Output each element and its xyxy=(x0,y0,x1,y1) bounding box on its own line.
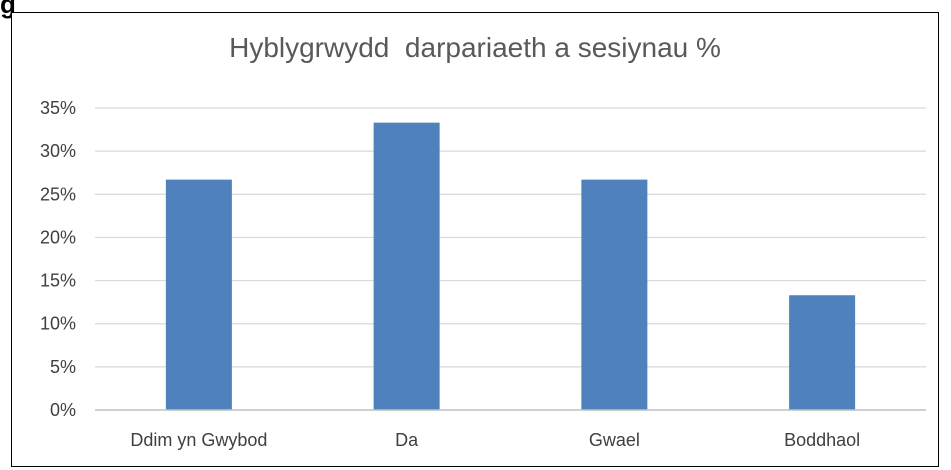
bar xyxy=(581,179,648,410)
y-tick-label: 5% xyxy=(50,357,76,377)
gridlines xyxy=(95,107,926,368)
bars xyxy=(165,122,856,410)
y-tick-label: 0% xyxy=(50,400,76,420)
y-tick-label: 15% xyxy=(40,271,76,291)
chart-title: Hyblygrwydd darpariaeth a sesiynau % xyxy=(229,32,721,63)
chart-frame: Hyblygrwydd darpariaeth a sesiynau % 0% 5… xyxy=(11,12,939,467)
bar xyxy=(373,122,440,410)
bar-chart: Hyblygrwydd darpariaeth a sesiynau % 0% 5… xyxy=(40,32,926,450)
y-axis-tick-labels: 0% 5% 10% 15% 20% 25% 30% 35% xyxy=(40,98,76,420)
bar xyxy=(789,295,856,410)
y-tick-label: 30% xyxy=(40,141,76,161)
y-tick-label: 25% xyxy=(40,184,76,204)
x-category-label: Da xyxy=(395,430,419,450)
x-category-label: Gwael xyxy=(589,430,640,450)
x-category-label: Ddim yn Gwybod xyxy=(130,430,267,450)
y-tick-label: 20% xyxy=(40,227,76,247)
bar xyxy=(165,179,232,410)
y-tick-label: 35% xyxy=(40,98,76,118)
x-category-label: Boddhaol xyxy=(784,430,860,450)
y-tick-label: 10% xyxy=(40,314,76,334)
x-axis-category-labels: Ddim yn Gwybod Da Gwael Boddhaol xyxy=(130,430,860,450)
